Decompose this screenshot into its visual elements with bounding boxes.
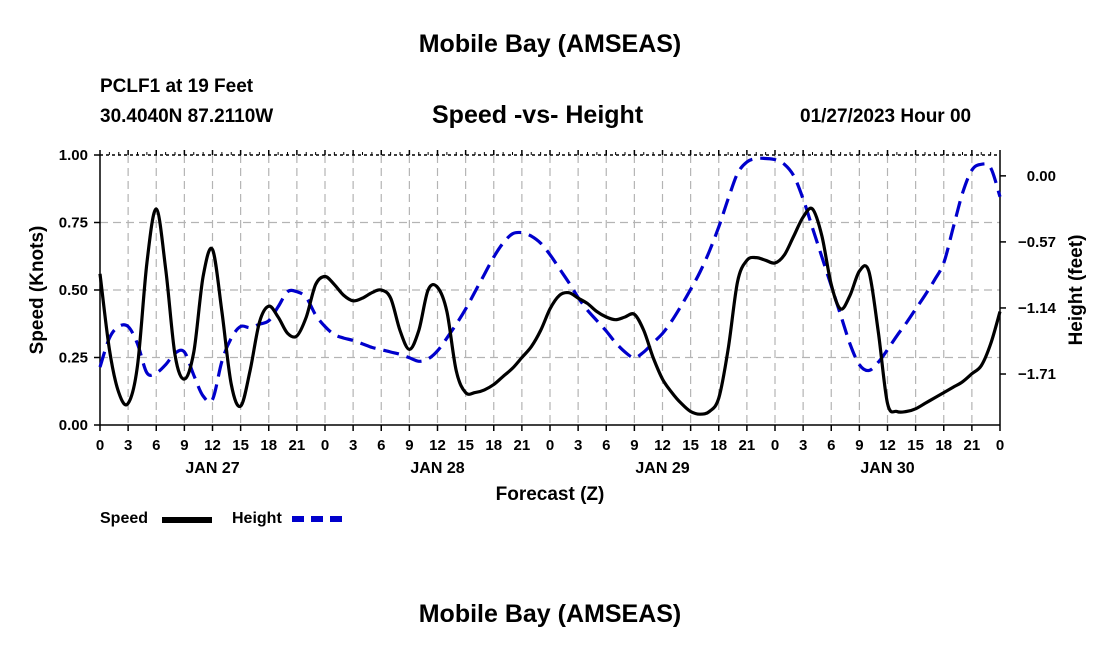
y-tick-label-right: 0.00 (1027, 168, 1056, 185)
coordinates-label: 30.4040N 87.2110W (100, 106, 274, 127)
chart-subtitle: Speed -vs- Height (432, 101, 644, 129)
date-label: JAN 29 (635, 460, 689, 477)
x-tick-label: 9 (855, 437, 863, 454)
x-tick-label: 0 (771, 437, 779, 454)
x-tick-label: 3 (799, 437, 807, 454)
y-tick-label-left: 0.50 (59, 282, 88, 299)
x-tick-label: 18 (260, 437, 277, 454)
x-tick-label: 15 (682, 437, 699, 454)
speed-height-chart: 0 3 6 9 12 15 18 21 0 3 6 9 12 15 18 21 0 3 6 9 12 15 18 21 0 3 6 9… (27, 147, 1087, 505)
legend-height-label: Height (232, 510, 282, 527)
x-tick-label: 6 (152, 437, 160, 454)
date-label: JAN 27 (185, 460, 239, 477)
x-tick-label: 15 (907, 437, 924, 454)
y-tick-label-right: −1.71 (1018, 366, 1056, 383)
x-tick-label: 6 (827, 437, 835, 454)
x-tick-label: 3 (349, 437, 357, 454)
x-tick-label: 0 (546, 437, 554, 454)
x-tick-label: 12 (879, 437, 896, 454)
x-tick-label: 15 (457, 437, 474, 454)
x-tick-label: 12 (204, 437, 221, 454)
x-tick-label: 3 (124, 437, 132, 454)
y-tick-label-right: −1.14 (1018, 300, 1057, 317)
x-tick-label: 9 (405, 437, 413, 454)
x-tick-label: 21 (514, 437, 531, 454)
footer-title: Mobile Bay (AMSEAS) (418, 600, 682, 628)
date-label: JAN 28 (410, 460, 464, 477)
x-tick-label: 9 (630, 437, 638, 454)
x-tick-label: 6 (602, 437, 610, 454)
x-tick-label: 15 (232, 437, 249, 454)
x-tick-label: 6 (377, 437, 385, 454)
x-tick-label: 21 (964, 437, 981, 454)
station-label: PCLF1 at 19 Feet (100, 76, 254, 97)
y-axis-title-right: Height (feet) (1066, 235, 1087, 346)
x-tick-label: 9 (180, 437, 188, 454)
x-tick-label: 21 (739, 437, 756, 454)
series-line-height (98, 156, 1002, 404)
x-tick-label: 0 (996, 437, 1004, 454)
legend-height-swatch (292, 516, 342, 522)
chart-title: Mobile Bay (AMSEAS) (418, 30, 682, 58)
series-line-speed (98, 206, 1002, 416)
x-axis-title: Forecast (Z) (496, 484, 605, 505)
y-axis-title-left: Speed (Knots) (27, 226, 48, 355)
y-tick-label-left: 0.25 (59, 350, 88, 367)
x-tick-label: 18 (485, 437, 502, 454)
legend-speed-label: Speed (100, 510, 149, 527)
date-label: JAN 30 (860, 460, 914, 477)
x-tick-label: 0 (96, 437, 104, 454)
legend-speed-swatch (162, 517, 212, 523)
x-tick-label: 18 (710, 437, 727, 454)
x-tick-label: 12 (429, 437, 446, 454)
y-tick-label-left: 1.00 (59, 147, 88, 164)
x-tick-label: 18 (935, 437, 952, 454)
x-tick-label: 12 (654, 437, 671, 454)
y-tick-label-right: −0.57 (1018, 234, 1056, 251)
x-tick-label: 3 (574, 437, 582, 454)
x-tick-label: 21 (289, 437, 306, 454)
y-tick-label-left: 0.75 (59, 215, 88, 232)
x-tick-label: 0 (321, 437, 329, 454)
forecast-timestamp: 01/27/2023 Hour 00 (800, 106, 972, 127)
y-tick-label-left: 0.00 (59, 417, 88, 434)
